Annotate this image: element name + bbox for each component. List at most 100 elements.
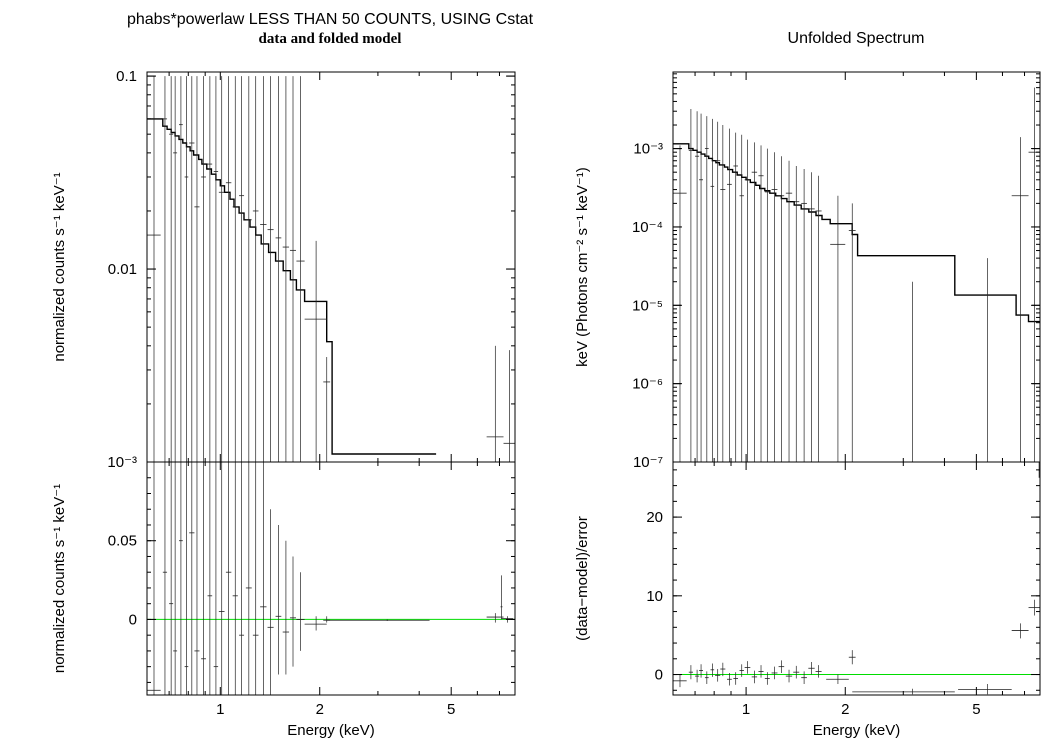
- data-point: [486, 345, 504, 462]
- data-point: [232, 76, 238, 462]
- data-point: [710, 663, 715, 677]
- data-point: [751, 670, 758, 684]
- model-line: [673, 143, 1040, 323]
- x-tick-label: 1: [216, 701, 224, 718]
- data-point: [778, 156, 785, 462]
- data-point: [771, 152, 778, 462]
- data-point: [778, 660, 785, 673]
- data-point: [207, 462, 213, 695]
- data-point: [225, 76, 232, 462]
- data-point: [194, 462, 200, 695]
- data-point: [704, 116, 709, 462]
- data-point: [826, 674, 849, 684]
- data-point: [715, 121, 721, 462]
- data-point: [500, 575, 503, 620]
- data-point: [173, 76, 178, 462]
- data-point: [184, 462, 189, 695]
- data-point: [801, 671, 807, 684]
- data-point: [260, 462, 267, 695]
- y-tick-label: 0.01: [108, 261, 137, 278]
- plot-frame: [672, 461, 1041, 696]
- data-point: [218, 76, 225, 462]
- y-tick-label: 0.05: [108, 533, 137, 550]
- data-point: [1028, 599, 1040, 616]
- x-axis-label: Energy (keV): [813, 722, 901, 739]
- data-point: [162, 462, 168, 695]
- y-tick-label: 0: [129, 611, 137, 628]
- data-point: [194, 76, 200, 462]
- y-tick-label: 10⁻⁷: [633, 454, 663, 471]
- data-point: [673, 674, 687, 688]
- data-point: [758, 665, 764, 678]
- data-point: [739, 134, 744, 462]
- data-point: [852, 281, 955, 463]
- data-point: [282, 76, 290, 462]
- data-point: [173, 462, 178, 695]
- data-point: [720, 662, 726, 677]
- y-tick-label: 20: [646, 509, 663, 526]
- data-point: [958, 683, 1012, 695]
- data-point: [726, 128, 732, 462]
- data-point: [699, 664, 704, 678]
- data-point: [695, 111, 700, 462]
- right-title: Unfolded Spectrum: [787, 30, 925, 47]
- data-point: [201, 462, 206, 695]
- data-point: [720, 125, 726, 462]
- data-point: [830, 195, 846, 462]
- y-tick-label: 10⁻⁵: [632, 297, 663, 314]
- data-point: [189, 76, 195, 462]
- data-point: [744, 139, 751, 462]
- x-tick-label: 5: [972, 701, 980, 718]
- data-point: [169, 76, 174, 462]
- data-point: [673, 145, 687, 462]
- data-point: [147, 462, 161, 695]
- y-axis-label: normalized counts s⁻¹ keV⁻¹: [51, 484, 68, 673]
- data-point: [267, 509, 274, 695]
- data-point: [695, 669, 700, 683]
- y-tick-label: 10⁻³: [107, 454, 137, 471]
- data-point: [758, 145, 764, 462]
- x-tick-label: 2: [316, 701, 324, 718]
- plot-frame: [146, 71, 516, 463]
- data-point: [726, 672, 732, 686]
- data-point: [239, 462, 245, 695]
- data-point: [793, 665, 800, 679]
- data-point: [201, 76, 206, 462]
- data-point: [304, 616, 327, 631]
- data-point: [715, 669, 721, 682]
- data-point: [764, 672, 770, 685]
- data-point: [239, 76, 245, 462]
- y-axis-label: keV (Photons cm⁻² s⁻¹ keV⁻¹): [574, 167, 591, 367]
- data-point: [213, 76, 219, 462]
- data-point: [162, 76, 168, 462]
- data-point: [808, 172, 815, 462]
- y-tick-label: 0: [655, 667, 663, 684]
- model-line: [147, 118, 437, 455]
- data-point: [710, 118, 715, 462]
- data-point: [189, 462, 195, 695]
- data-point: [808, 661, 815, 675]
- x-axis-label: Energy (keV): [287, 722, 375, 739]
- data-point: [1028, 87, 1040, 462]
- data-point: [764, 148, 770, 462]
- data-point: [793, 165, 800, 462]
- data-point: [1011, 137, 1029, 462]
- data-point: [245, 462, 252, 695]
- data-point: [503, 350, 515, 462]
- data-point: [739, 664, 744, 677]
- data-point: [296, 76, 305, 462]
- data-point: [169, 462, 174, 695]
- data-point: [225, 462, 232, 695]
- y-tick-label: 10⁻³: [633, 141, 663, 158]
- x-tick-label: 2: [841, 701, 849, 718]
- data-point: [326, 619, 430, 622]
- data-point: [289, 76, 296, 462]
- data-point: [179, 462, 183, 695]
- data-point: [296, 572, 305, 651]
- data-point: [232, 462, 238, 695]
- data-point: [260, 76, 267, 462]
- data-point: [218, 462, 225, 695]
- data-point: [785, 669, 793, 683]
- data-point: [815, 665, 822, 678]
